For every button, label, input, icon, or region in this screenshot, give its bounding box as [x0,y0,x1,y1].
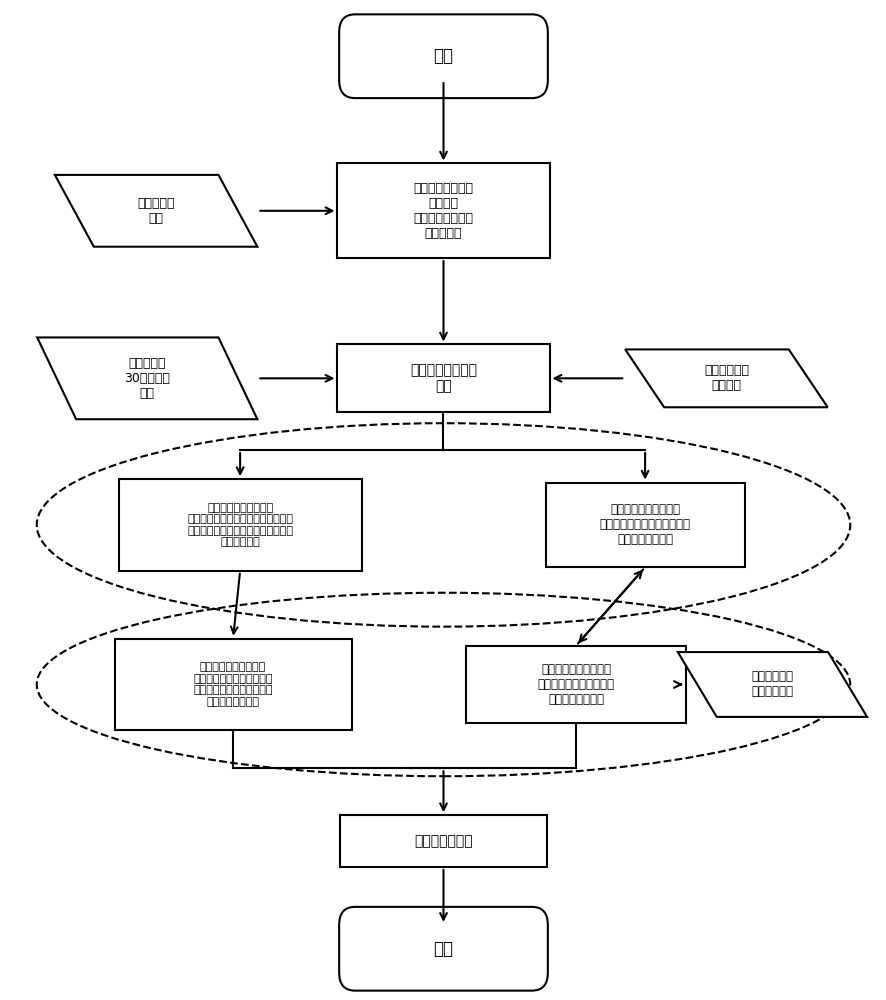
Text: 智能有序用电管理终端
根据主网负荷、台变负荷及用户用电
决策，自动生成柔性负荷控制方案及
台变实时电价: 智能有序用电管理终端 根据主网负荷、台变负荷及用户用电 决策，自动生成柔性负荷控… [187,503,292,547]
Polygon shape [55,175,257,247]
Text: 结束: 结束 [433,940,453,958]
Bar [466,646,685,723]
Bar [545,483,743,567]
Bar [337,344,549,412]
Text: 用户负荷等级
用户用电决策: 用户负荷等级 用户用电决策 [750,670,793,698]
Bar [339,815,547,867]
Bar [114,639,351,730]
Polygon shape [625,349,827,407]
Bar [119,479,361,571]
Text: 智能有序用电管理
终端: 智能有序用电管理 终端 [409,363,477,393]
Text: 开始: 开始 [433,47,453,65]
Text: 台变装机容量
调节电价: 台变装机容量 调节电价 [703,364,748,392]
Polygon shape [677,652,866,717]
Text: 配电网负荷
信息: 配电网负荷 信息 [137,197,175,225]
FancyBboxPatch shape [338,907,548,991]
Text: 主站生成当前电网
供电指标
下发给智能有序用
电管理终端: 主站生成当前电网 供电指标 下发给智能有序用 电管理终端 [413,182,473,240]
Text: 台变负载率
30分钟计算
负荷: 台变负载率 30分钟计算 负荷 [124,357,170,400]
Polygon shape [37,337,257,419]
Text: 现场可调控负载: 现场可调控负载 [414,834,472,848]
Text: 智能有序用电管理终端
计算台变下可控负荷及总占比
自动生成调节系数: 智能有序用电管理终端 计算台变下可控负荷及总占比 自动生成调节系数 [599,503,690,546]
Text: 现场有序用电管理模块
实时上送用户负载信息及
用户用电决策信息: 现场有序用电管理模块 实时上送用户负载信息及 用户用电决策信息 [537,663,614,706]
Text: 现场有序用电管理模块
实时记录用户负荷响应执行
情况、当时电价及用户负载
用电信息等并反馈: 现场有序用电管理模块 实时记录用户负荷响应执行 情况、当时电价及用户负载 用电信… [193,662,273,707]
FancyBboxPatch shape [338,14,548,98]
Bar [337,163,549,258]
